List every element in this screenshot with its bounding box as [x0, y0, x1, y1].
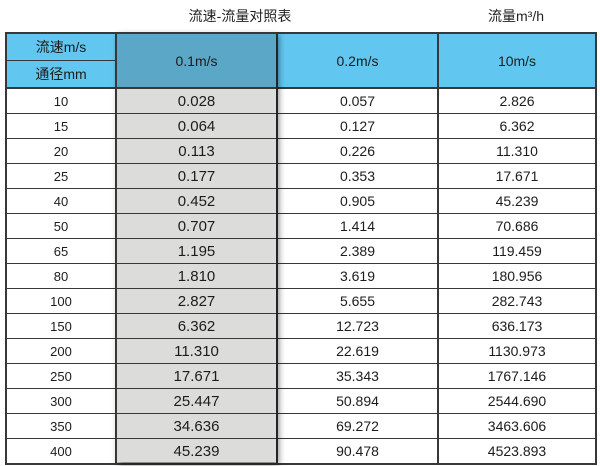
table-row: 80 1.810 3.619 180.956	[5, 263, 597, 289]
dn-cell: 80	[5, 263, 117, 289]
value-cell: 50.894	[276, 388, 439, 414]
dn-cell: 100	[5, 288, 117, 314]
value-cell: 0.707	[115, 213, 278, 239]
value-cell: 3.619	[276, 263, 439, 289]
value-cell: 0.113	[115, 138, 278, 164]
page-title: 流速-流量对照表	[188, 8, 292, 24]
dn-cell: 200	[5, 338, 117, 364]
dn-cell: 350	[5, 413, 117, 439]
value-cell: 17.671	[437, 163, 597, 189]
value-cell: 69.272	[276, 413, 439, 439]
dn-cell: 150	[5, 313, 117, 339]
table-row: 250 17.671 35.343 1767.146	[5, 363, 597, 389]
value-cell: 0.905	[276, 188, 439, 214]
value-cell: 0.064	[115, 113, 278, 139]
dn-cell: 65	[5, 238, 117, 264]
table-row: 65 1.195 2.389 119.459	[5, 238, 597, 264]
dn-cell: 20	[5, 138, 117, 164]
value-cell: 0.452	[115, 188, 278, 214]
table-row: 100 2.827 5.655 282.743	[5, 288, 597, 314]
table-row: 350 34.636 69.272 3463.606	[5, 413, 597, 439]
value-cell: 25.447	[115, 388, 278, 414]
value-cell: 0.028	[115, 87, 278, 114]
header-row-velocity: 流速m/s 0.1m/s 0.2m/s 10m/s	[5, 32, 597, 89]
dn-cell: 10	[5, 87, 117, 114]
column-header-0-1ms: 0.1m/s	[115, 32, 278, 89]
table-row: 40 0.452 0.905 45.239	[5, 188, 597, 214]
column-header-0-2ms: 0.2m/s	[276, 32, 439, 89]
value-cell: 3463.606	[437, 413, 597, 439]
value-cell: 180.956	[437, 263, 597, 289]
table-row: 50 0.707 1.414 70.686	[5, 213, 597, 239]
value-cell: 0.226	[276, 138, 439, 164]
value-cell: 45.239	[437, 188, 597, 214]
value-cell: 22.619	[276, 338, 439, 364]
flow-unit-label: 流量m³/h	[488, 8, 544, 24]
value-cell: 6.362	[437, 113, 597, 139]
value-cell: 4523.893	[437, 438, 597, 465]
header-row-diameter: 通径mm	[5, 60, 596, 89]
value-cell: 282.743	[437, 288, 597, 314]
header: 流速-流量对照表 流量m³/h	[0, 0, 600, 30]
dn-cell: 250	[5, 363, 117, 389]
dn-cell: 40	[5, 188, 117, 214]
value-cell: 2.826	[437, 87, 597, 114]
value-cell: 119.459	[437, 238, 597, 264]
value-cell: 1.414	[276, 213, 439, 239]
value-cell: 0.353	[276, 163, 439, 189]
value-cell: 2544.690	[437, 388, 597, 414]
dn-cell: 400	[5, 438, 117, 465]
value-cell: 5.655	[276, 288, 439, 314]
value-cell: 1130.973	[437, 338, 597, 364]
table-row: 10 0.028 0.057 2.826	[5, 87, 597, 114]
table-row: 20 0.113 0.226 11.310	[5, 138, 597, 164]
value-cell: 11.310	[437, 138, 597, 164]
corner-velocity-label: 流速m/s	[5, 32, 117, 61]
table-row: 200 11.310 22.619 1130.973	[5, 338, 597, 364]
value-cell: 35.343	[276, 363, 439, 389]
table-row: 15 0.064 0.127 6.362	[5, 113, 597, 139]
corner-diameter-label: 通径mm	[5, 60, 117, 89]
dn-cell: 50	[5, 213, 117, 239]
value-cell: 0.127	[276, 113, 439, 139]
value-cell: 90.478	[276, 438, 439, 465]
dn-cell: 25	[5, 163, 117, 189]
value-cell: 1767.146	[437, 363, 597, 389]
value-cell: 2.389	[276, 238, 439, 264]
dn-cell: 15	[5, 113, 117, 139]
value-cell: 34.636	[115, 413, 278, 439]
value-cell: 1.195	[115, 238, 278, 264]
value-cell: 45.239	[115, 438, 278, 465]
dn-cell: 300	[5, 388, 117, 414]
value-cell: 0.057	[276, 87, 439, 114]
value-cell: 11.310	[115, 338, 278, 364]
flow-rate-table: 流速m/s 0.1m/s 0.2m/s 10m/s 通径mm 10 0.028 …	[5, 32, 597, 465]
value-cell: 636.173	[437, 313, 597, 339]
table-row: 400 45.239 90.478 4523.893	[5, 438, 597, 465]
table-row: 25 0.177 0.353 17.671	[5, 163, 597, 189]
value-cell: 1.810	[115, 263, 278, 289]
value-cell: 6.362	[115, 313, 278, 339]
column-header-10ms: 10m/s	[437, 32, 597, 89]
table-row: 150 6.362 12.723 636.173	[5, 313, 597, 339]
table-row: 300 25.447 50.894 2544.690	[5, 388, 597, 414]
value-cell: 12.723	[276, 313, 439, 339]
value-cell: 2.827	[115, 288, 278, 314]
value-cell: 17.671	[115, 363, 278, 389]
value-cell: 70.686	[437, 213, 597, 239]
value-cell: 0.177	[115, 163, 278, 189]
